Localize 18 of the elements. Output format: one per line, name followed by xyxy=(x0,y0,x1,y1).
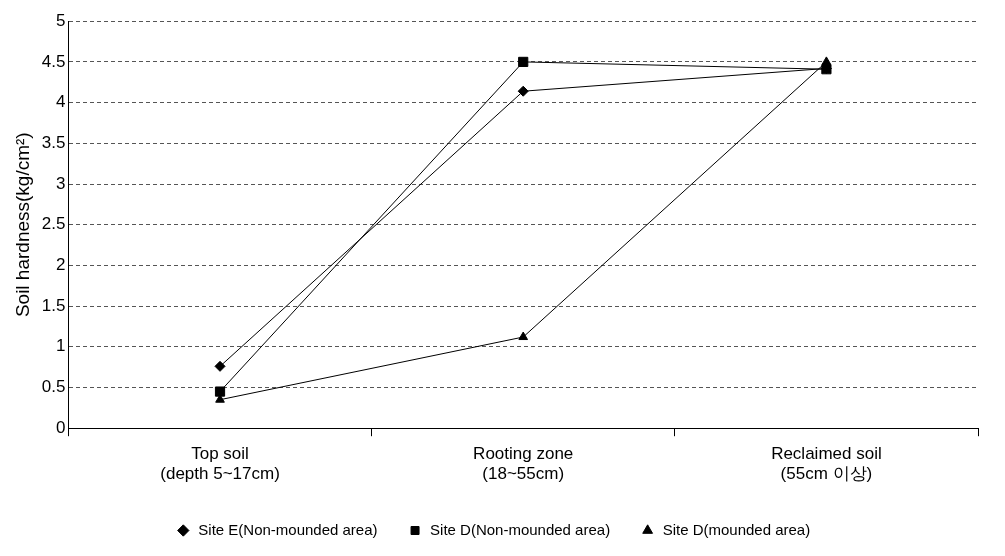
y-tick-label: 4.5 xyxy=(41,51,66,71)
y-tick-label: 3.5 xyxy=(41,132,66,152)
y-tick-label: 0.5 xyxy=(41,377,66,397)
legend-label: Site D(Non-mounded area) xyxy=(430,520,611,538)
y-tick-label: 2.5 xyxy=(41,214,66,234)
y-tick-label: 0 xyxy=(55,417,66,437)
y-tick-label: 1 xyxy=(55,336,66,356)
y-tick-label: 3 xyxy=(55,173,66,193)
y-tick-label: 1.5 xyxy=(41,295,66,315)
x-tick-label: Reclaimed soil (55cm 이상) xyxy=(771,444,882,484)
x-tick-label: Top soil (depth 5~17cm) xyxy=(160,444,280,484)
y-tick-label: 5 xyxy=(55,10,66,30)
y-tick-label: 4 xyxy=(55,92,66,112)
x-tick-label: Rooting zone (18~55cm) xyxy=(473,444,574,484)
legend-label: Site E(Non-mounded area) xyxy=(198,520,378,538)
y-axis-title: Soil hardness(kg/cm²) xyxy=(11,132,33,318)
legend-label: Site D(mounded area) xyxy=(662,520,811,538)
y-tick-label: 2 xyxy=(55,255,66,275)
